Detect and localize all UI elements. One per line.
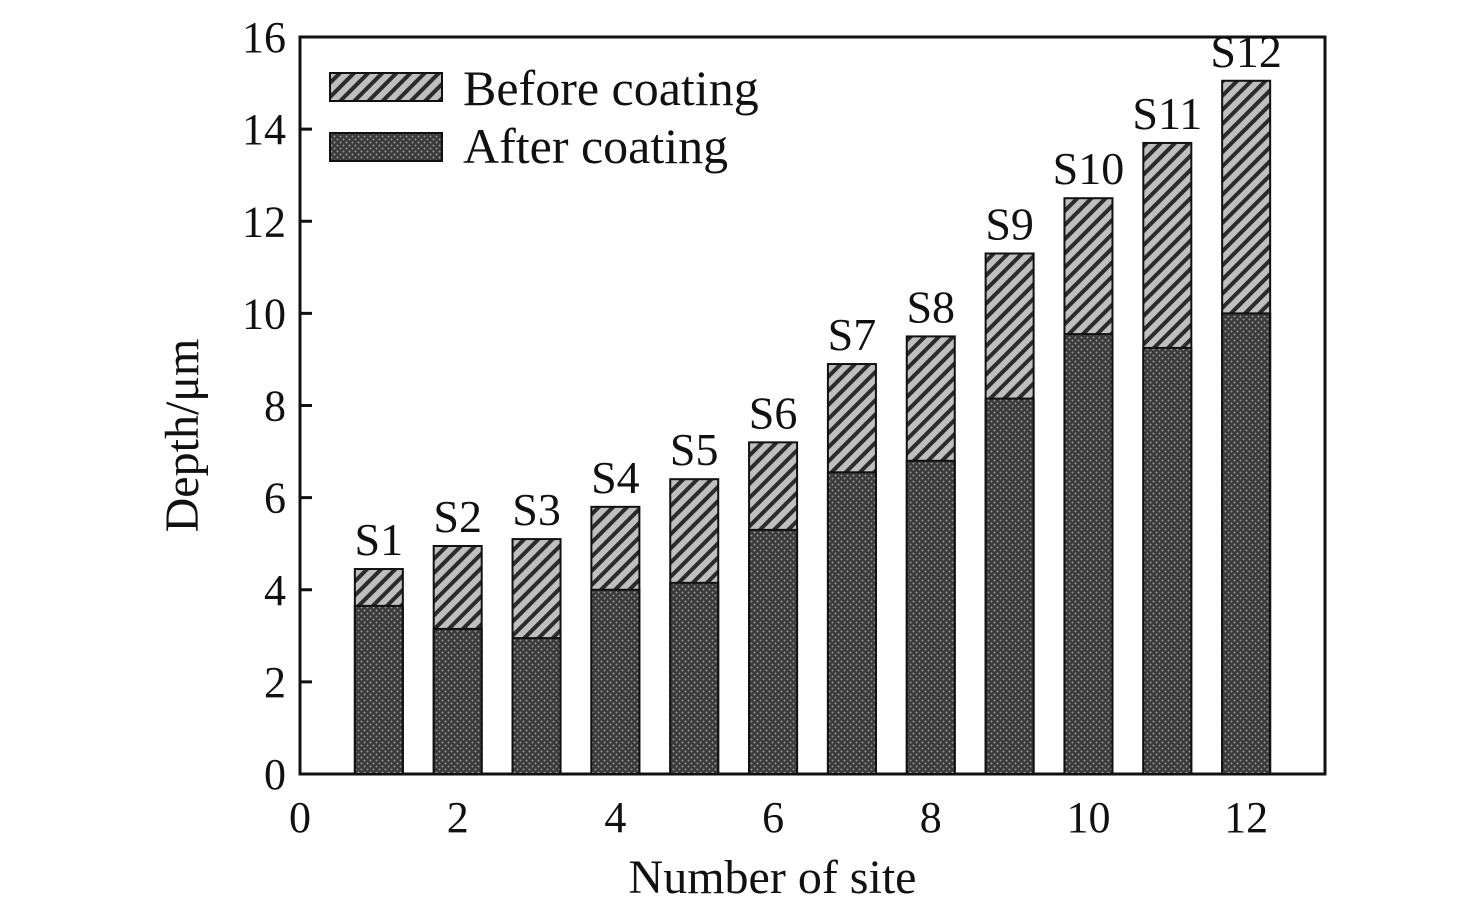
bar-after-coating-1 — [353, 604, 404, 776]
y-tick-label: 14 — [242, 105, 286, 154]
x-tick-label: 2 — [447, 793, 469, 842]
bar-label-s12: S12 — [1210, 26, 1282, 77]
bar-label-s11: S11 — [1132, 88, 1202, 139]
x-tick-label: 4 — [604, 793, 626, 842]
bar-label-s7: S7 — [828, 309, 877, 360]
y-tick-label: 2 — [264, 658, 286, 707]
bar-after-coating-3 — [511, 637, 562, 775]
bar-after-coating-4 — [590, 588, 641, 775]
bars — [353, 79, 1272, 776]
bar-label-s3: S3 — [512, 484, 561, 535]
bar-after-coating-8 — [905, 459, 956, 775]
bar-after-coating-11 — [1142, 346, 1193, 775]
y-tick-label: 8 — [264, 382, 286, 431]
bar-after-coating-10 — [1063, 333, 1114, 775]
y-tick-label: 10 — [242, 289, 286, 338]
bar-label-s2: S2 — [433, 491, 482, 542]
x-tick-label: 10 — [1066, 793, 1110, 842]
y-tick-label: 4 — [264, 566, 286, 615]
bar-label-s6: S6 — [749, 387, 798, 438]
legend: Before coating After coating — [329, 60, 759, 174]
bar-label-s4: S4 — [591, 452, 640, 503]
y-tick-label: 6 — [264, 474, 286, 523]
bar-after-coating-6 — [748, 528, 799, 776]
y-tick-label: 0 — [264, 750, 286, 799]
bar-label-s1: S1 — [355, 514, 404, 565]
bar-after-coating-12 — [1221, 312, 1272, 775]
bar-after-coating-7 — [826, 471, 877, 775]
x-tick-label: 6 — [762, 793, 784, 842]
bar-label-s9: S9 — [985, 198, 1034, 249]
bar-label-s5: S5 — [670, 424, 719, 475]
legend-swatch-before-coating — [329, 72, 443, 102]
bar-after-coating-9 — [984, 397, 1035, 775]
x-axis-title: Number of site — [629, 851, 917, 904]
y-axis: 0 2 4 6 8 10 12 14 16 — [242, 13, 312, 799]
bar-after-coating-5 — [669, 581, 720, 776]
bar-label-s10: S10 — [1053, 143, 1125, 194]
y-axis-title: Depth/μm — [156, 339, 209, 533]
legend-label-after-coating: After coating — [463, 118, 728, 174]
bar-after-coating-2 — [432, 627, 483, 776]
x-tick-label: 12 — [1224, 793, 1268, 842]
legend-swatch-after-coating — [329, 132, 443, 162]
x-tick-label: 0 — [289, 793, 311, 842]
bar-label-s8: S8 — [906, 281, 955, 332]
legend-label-before-coating: Before coating — [463, 60, 759, 116]
x-tick-label: 8 — [920, 793, 942, 842]
y-tick-label: 16 — [242, 13, 286, 62]
y-tick-label: 12 — [242, 197, 286, 246]
